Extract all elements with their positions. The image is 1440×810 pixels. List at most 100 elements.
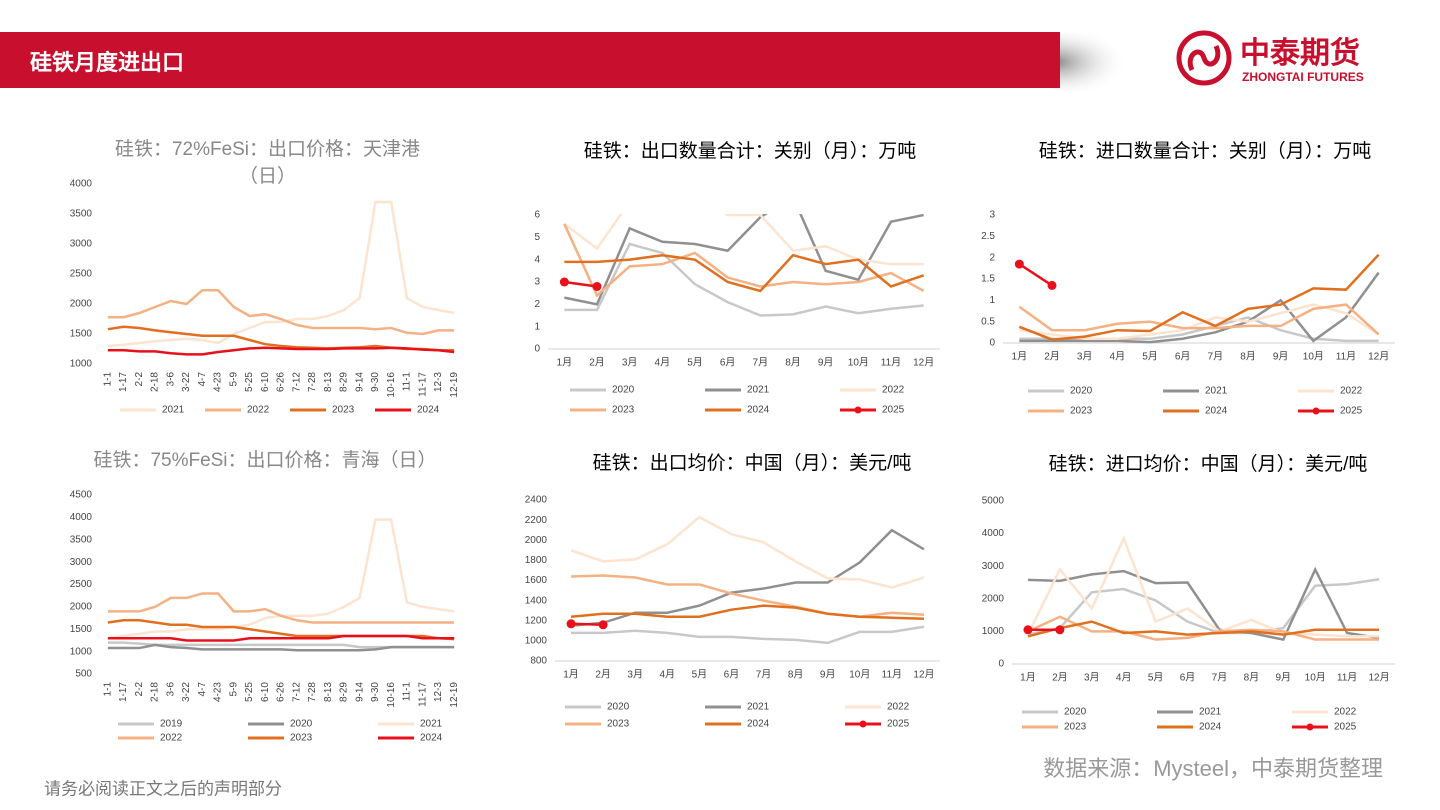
y-tick-label: 1000 [982, 626, 1005, 637]
chart-title: 硅铁：进口均价：中国（月）：美元/吨 [1048, 454, 1368, 475]
y-tick-label: 0 [989, 338, 995, 349]
legend-label: 2020 [1064, 707, 1087, 718]
legend-label: 2023 [1064, 722, 1087, 733]
x-tick-label: 1月 [1012, 351, 1028, 363]
x-tick-label: 12-19 [449, 372, 460, 398]
x-tick-label: 7月 [1212, 672, 1228, 684]
x-tick-label: 5-9 [228, 682, 239, 697]
legend-label: 2021 [747, 702, 770, 713]
x-tick-label: 1-1 [103, 682, 114, 697]
legend-label: 2023 [332, 405, 355, 416]
x-tick-label: 4月 [660, 669, 676, 681]
y-tick-label: 3000 [70, 239, 93, 250]
x-tick-label: 6月 [1180, 672, 1196, 684]
x-tick-label: 11-17 [417, 372, 428, 397]
point [566, 619, 576, 629]
y-tick-label: 0 [534, 344, 540, 355]
x-tick-label: 3-6 [165, 372, 176, 387]
source: 数据来源：Mysteel，中泰期货整理 [1043, 756, 1383, 781]
y-tick-label: 800 [530, 656, 547, 667]
x-tick-label: 1月 [557, 357, 573, 369]
series-line [1018, 303, 1380, 336]
legend-label: 2022 [1340, 386, 1363, 397]
y-tick-label: 1000 [70, 359, 93, 370]
x-tick-label: 10-16 [386, 372, 397, 398]
series-line [107, 346, 455, 356]
footer: 请务必阅读正文之后的声明部分 [44, 779, 282, 798]
y-tick-label: 5000 [982, 496, 1005, 507]
x-tick-label: 7-12 [291, 682, 302, 702]
series-line [1027, 578, 1380, 636]
chart-title: 硅铁：进口数量合计：关别（月）：万吨 [1038, 141, 1372, 162]
series-line [570, 604, 924, 620]
x-tick-label: 9-30 [370, 682, 381, 702]
series-line [563, 214, 924, 266]
legend-label: 2025 [1340, 406, 1363, 417]
x-tick-label: 4月 [1116, 672, 1132, 684]
legend-label: 2024 [1199, 722, 1222, 733]
y-tick-label: 4000 [70, 179, 93, 190]
x-tick-label: 1月 [1020, 672, 1036, 684]
x-tick-label: 10月 [849, 669, 870, 681]
x-tick-label: 8-29 [339, 682, 350, 702]
y-tick-label: 4 [534, 254, 540, 265]
x-tick-label: 6月 [1175, 351, 1191, 363]
y-tick-label: 3500 [70, 209, 93, 220]
x-tick-label: 5月 [687, 357, 703, 369]
y-tick-label: 0 [998, 659, 1004, 670]
x-tick-label: 12月 [913, 357, 934, 369]
x-tick-label: 8-13 [323, 682, 334, 702]
legend-marker [1312, 407, 1320, 415]
x-tick-label: 4-23 [213, 372, 224, 392]
point [592, 281, 602, 291]
legend-label: 2021 [420, 719, 443, 730]
x-tick-label: 5月 [692, 669, 708, 681]
legend-marker [859, 720, 867, 728]
legend-label: 2025 [882, 405, 905, 416]
x-tick-label: 9月 [818, 357, 834, 369]
x-tick-label: 6-10 [260, 682, 271, 702]
x-tick-label: 12-19 [449, 682, 460, 708]
legend-label: 2022 [247, 405, 270, 416]
series-line [564, 280, 598, 288]
y-tick-label: 4000 [70, 512, 93, 523]
x-tick-label: 5-25 [244, 372, 255, 392]
x-tick-label: 11月 [1337, 672, 1357, 684]
y-tick-label: 1600 [525, 575, 548, 586]
x-tick-label: 6-26 [276, 372, 287, 392]
y-tick-label: 2500 [70, 269, 93, 280]
y-tick-label: 3 [534, 277, 540, 288]
x-tick-label: 10月 [1305, 672, 1326, 684]
y-tick-label: 0.5 [981, 316, 995, 327]
y-tick-label: 1400 [525, 595, 548, 606]
y-tick-label: 1500 [70, 624, 93, 635]
x-tick-label: 5月 [1148, 672, 1164, 684]
x-tick-label: 6-10 [260, 372, 271, 392]
x-tick-label: 11-17 [417, 682, 428, 707]
x-tick-label: 3月 [627, 669, 643, 681]
series-line [1026, 535, 1380, 638]
x-tick-label: 4月 [1110, 351, 1126, 363]
x-tick-label: 12-3 [433, 682, 444, 702]
series-line [107, 592, 455, 624]
y-tick-label: 1 [989, 295, 995, 306]
x-tick-label: 9月 [820, 669, 836, 681]
x-tick-label: 11月 [881, 357, 901, 369]
x-tick-label: 5-25 [244, 682, 255, 702]
logo-ring [1176, 30, 1232, 86]
legend-label: 2024 [417, 405, 440, 416]
y-tick-label: 6 [534, 210, 540, 221]
x-tick-label: 1月 [563, 669, 579, 681]
series-line [1018, 263, 1053, 287]
x-tick-label: 7月 [756, 669, 772, 681]
x-tick-label: 9-14 [354, 682, 365, 702]
x-tick-label: 7-28 [307, 682, 318, 702]
x-tick-label: 12月 [913, 669, 934, 681]
y-tick-label: 2.5 [981, 231, 995, 242]
series-line [571, 622, 604, 627]
x-tick-label: 10月 [1303, 351, 1324, 363]
legend-label: 2021 [162, 405, 185, 416]
x-tick-label: 12-3 [433, 372, 444, 392]
series-line [1027, 566, 1380, 641]
